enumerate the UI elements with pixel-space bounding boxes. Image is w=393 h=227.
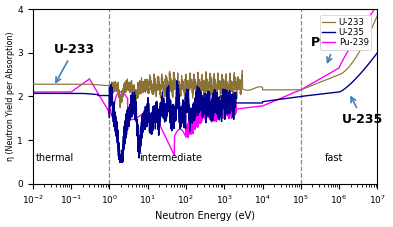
U-235 (30, 92, 35, 95)
U-233 (250, 88, 254, 91)
Text: Pu-239: Pu-239 (310, 36, 360, 62)
Pu-239 (375, 3, 380, 6)
U-235 (155, 108, 160, 111)
Line: U-233: U-233 (33, 16, 377, 108)
Pu-239 (250, 106, 254, 109)
Y-axis label: η (Neutron Yield per Absorption): η (Neutron Yield per Absorption) (6, 32, 15, 161)
Text: U-233: U-233 (53, 43, 95, 82)
Pu-239 (172, 154, 177, 157)
Text: thermal: thermal (36, 153, 74, 163)
Pu-239 (30, 91, 35, 93)
U-233 (30, 83, 35, 86)
U-235 (250, 102, 254, 104)
Line: Pu-239: Pu-239 (33, 5, 377, 155)
U-235 (304, 94, 309, 97)
U-233 (234, 97, 239, 100)
U-233 (48, 83, 53, 86)
Legend: U-233, U-235, Pu-239: U-233, U-235, Pu-239 (320, 15, 371, 50)
X-axis label: Neutron Energy (eV): Neutron Energy (eV) (155, 211, 255, 222)
Pu-239 (155, 119, 160, 122)
Text: fast: fast (325, 153, 343, 163)
U-233 (304, 86, 309, 89)
U-233 (286, 89, 291, 91)
U-235 (375, 51, 380, 54)
Text: intermediate: intermediate (139, 153, 202, 163)
U-233 (118, 106, 123, 109)
Text: U-235: U-235 (342, 97, 383, 126)
U-233 (155, 77, 160, 80)
U-235 (118, 160, 122, 163)
Pu-239 (48, 91, 53, 93)
U-235 (234, 102, 239, 104)
Pu-239 (304, 85, 309, 88)
Pu-239 (234, 108, 239, 110)
U-235 (48, 92, 53, 95)
Pu-239 (286, 94, 291, 96)
U-233 (375, 14, 380, 17)
U-235 (286, 97, 291, 99)
Line: U-235: U-235 (33, 53, 377, 162)
